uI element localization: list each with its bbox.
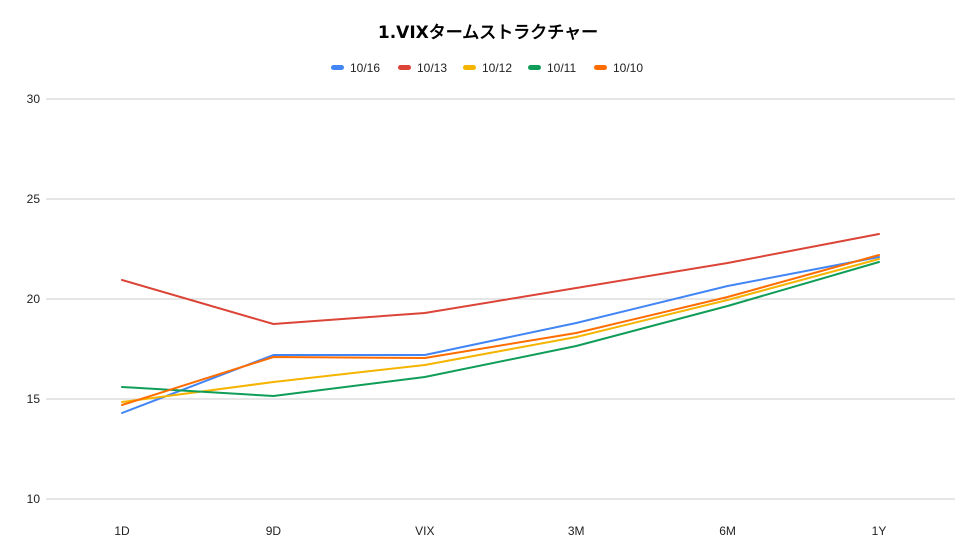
series-line-10-16: [121, 256, 880, 414]
legend-swatch: [528, 65, 541, 70]
y-tick-label: 10: [27, 492, 41, 506]
series-line-10-13: [121, 233, 880, 325]
gridlines: [46, 98, 955, 500]
legend-item[interactable]: 10/12: [463, 61, 512, 75]
legend-label: 10/11: [547, 61, 576, 75]
legend-item[interactable]: 10/10: [594, 61, 643, 75]
legend-item[interactable]: 10/11: [528, 61, 576, 75]
x-tick-label: 6M: [719, 524, 736, 538]
chart-title: 1.VIXタームストラクチャー: [378, 23, 598, 43]
y-tick-label: 15: [27, 392, 41, 406]
series-line-10-12: [121, 258, 880, 403]
y-axis-ticks: 10 15 20 25 30: [27, 92, 41, 506]
legend-swatch: [594, 65, 607, 70]
legend-swatch: [398, 65, 411, 70]
legend-label: 10/10: [613, 61, 643, 75]
legend-label: 10/13: [417, 61, 447, 75]
legend-swatch: [463, 65, 476, 70]
x-axis-ticks: 1D 9D VIX 3M 6M 1Y: [114, 524, 886, 538]
x-tick-label: 3M: [568, 524, 585, 538]
y-tick-label: 30: [27, 92, 41, 106]
legend-item[interactable]: 10/13: [398, 61, 447, 75]
legend-swatch: [331, 65, 344, 70]
legend-item[interactable]: 10/16: [331, 61, 380, 75]
legend-label: 10/16: [350, 61, 380, 75]
series-lines: [121, 233, 880, 414]
series-line-10-11: [121, 261, 880, 397]
y-tick-label: 20: [27, 292, 41, 306]
x-tick-label: 9D: [266, 524, 282, 538]
legend-label: 10/12: [482, 61, 512, 75]
legend: 10/16 10/13 10/12 10/11 10/10: [331, 61, 643, 75]
series-line-10-10: [121, 254, 880, 406]
x-tick-label: 1D: [114, 524, 130, 538]
y-tick-label: 25: [27, 192, 41, 206]
x-tick-label: VIX: [415, 524, 434, 538]
x-tick-label: 1Y: [872, 524, 887, 538]
